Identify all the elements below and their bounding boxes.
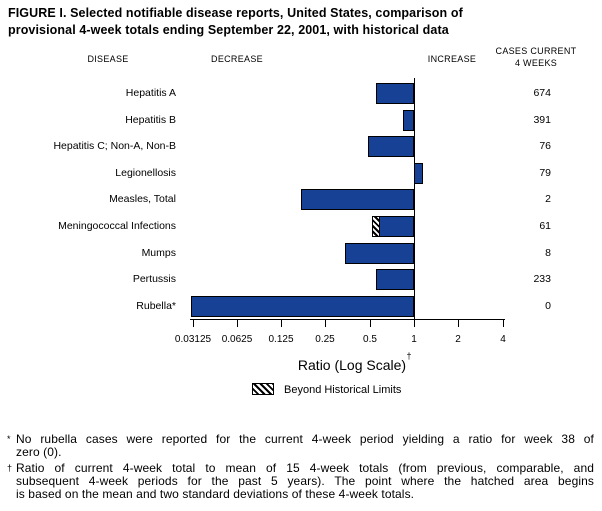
column-header-disease: DISEASE xyxy=(87,54,129,64)
legend-label: Beyond Historical Limits xyxy=(284,384,402,396)
footnote-line: No rubella cases were reported for the c… xyxy=(16,432,594,446)
footnote-rubella: * No rubella cases were reported for the… xyxy=(6,432,594,460)
axis-tick-label: 1 xyxy=(411,334,417,345)
axis-footnote-dagger: † xyxy=(406,351,412,361)
ratio-bar xyxy=(403,110,414,131)
footnotes: * No rubella cases were reported for the… xyxy=(6,432,594,502)
x-axis-title: Ratio (Log Scale) xyxy=(297,357,407,373)
disease-label: Measles, Total xyxy=(109,193,176,205)
axis-tick-label: 0.5 xyxy=(363,334,377,345)
disease-label: Hepatitis B xyxy=(125,114,176,126)
disease-label: Meningococcal Infections xyxy=(58,220,176,232)
axis-tick xyxy=(414,320,415,327)
column-header-cases-current-4-weeks: CASES CURRENT 4 WEEKS xyxy=(481,46,591,69)
disease-label: Hepatitis C; Non-A, Non-B xyxy=(53,140,176,152)
cases-value: 76 xyxy=(539,140,551,152)
axis-tick xyxy=(370,320,371,327)
column-header-decrease: DECREASE xyxy=(211,54,263,64)
disease-label: Mumps xyxy=(141,247,176,259)
cases-value: 233 xyxy=(533,273,551,285)
ratio-bar xyxy=(345,243,414,264)
footnote-rubella-text: No rubella cases were reported for the c… xyxy=(16,432,594,460)
column-header-cases-line-1: CASES CURRENT xyxy=(495,46,577,56)
baseline-ratio-1-axis xyxy=(414,78,415,320)
cases-value: 674 xyxy=(533,87,551,99)
axis-tick-label: 4 xyxy=(500,334,506,345)
axis-tick-label: 0.125 xyxy=(268,334,294,345)
ratio-bar xyxy=(191,296,414,317)
axis-tick xyxy=(237,320,238,327)
footnote-marker-dagger: † xyxy=(7,462,13,473)
cases-value: 0 xyxy=(545,300,551,312)
x-axis-line xyxy=(190,319,505,320)
ratio-bar xyxy=(301,189,414,210)
figure-title: FIGURE I. Selected notifiable disease re… xyxy=(8,5,596,39)
beyond-limits-hatch xyxy=(372,216,380,237)
cases-value: 61 xyxy=(539,220,551,232)
axis-tick-label: 0.0625 xyxy=(221,334,253,345)
legend-hatch-swatch xyxy=(252,383,274,395)
cases-value: 2 xyxy=(545,193,551,205)
footnote-line: Ratio of current 4-week total to mean of… xyxy=(16,460,594,475)
footnote-line: subsequent 4-week periods for the past 5… xyxy=(16,473,594,488)
footnote-ratio-definition-text: Ratio of current 4-week total to mean of… xyxy=(16,460,594,502)
cases-value: 79 xyxy=(539,167,551,179)
cases-value: 391 xyxy=(533,114,551,126)
axis-tick-label: 2 xyxy=(455,334,461,345)
ratio-bar xyxy=(376,83,414,104)
ratio-bar xyxy=(414,163,423,184)
cases-value: 8 xyxy=(545,247,551,259)
figure-title-line-2: provisional 4-week totals ending Septemb… xyxy=(8,23,449,37)
axis-tick xyxy=(281,320,282,327)
ratio-bar xyxy=(376,269,414,290)
axis-tick xyxy=(503,320,504,327)
figure-title-line-1: FIGURE I. Selected notifiable disease re… xyxy=(8,6,463,20)
ratio-bar xyxy=(368,136,414,157)
disease-label: Legionellosis xyxy=(115,167,176,179)
axis-tick xyxy=(458,320,459,327)
disease-label: Hepatitis A xyxy=(125,87,176,99)
axis-tick xyxy=(193,320,194,327)
footnote-ratio-definition: † Ratio of current 4-week total to mean … xyxy=(6,460,594,502)
footnote-marker-asterisk: * xyxy=(7,434,11,444)
footnote-line: is based on the mean and two standard de… xyxy=(16,487,415,502)
axis-tick-label: 0.03125 xyxy=(174,334,212,345)
footnote-line: zero (0). xyxy=(16,445,62,460)
column-header-increase: INCREASE xyxy=(427,54,477,64)
axis-tick xyxy=(325,320,326,327)
axis-tick-label: 0.25 xyxy=(315,334,335,345)
disease-label: Pertussis xyxy=(132,273,176,285)
column-header-cases-line-2: 4 WEEKS xyxy=(514,57,558,68)
disease-label: Rubella* xyxy=(136,300,176,312)
